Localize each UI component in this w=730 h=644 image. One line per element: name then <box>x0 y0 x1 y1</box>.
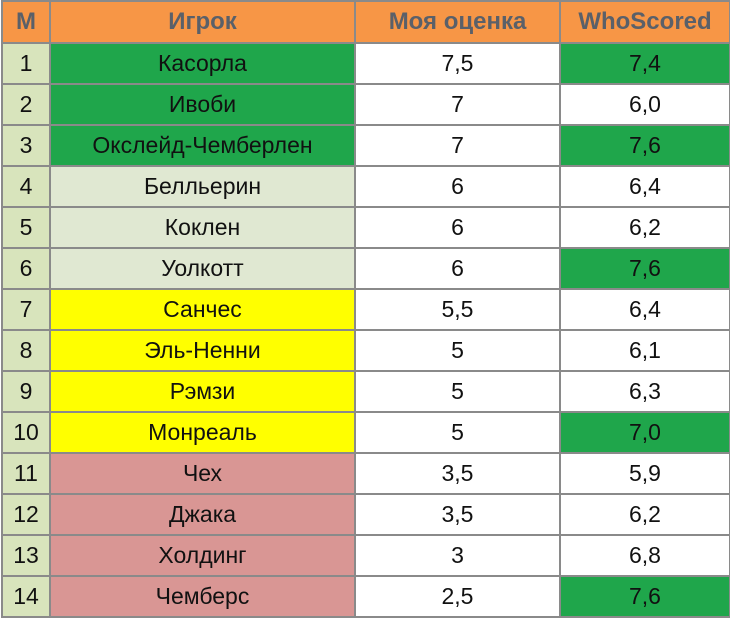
player-name-cell[interactable]: Санчес <box>49 288 356 331</box>
table-body: 1 Касорла 7,5 7,4 2 Ивоби 7 6,0 3 Окслейд-Чемберл… <box>1 42 730 618</box>
header-my-rating[interactable]: Моя оценка <box>354 0 561 44</box>
whoscored-rating-cell[interactable]: 6,1 <box>559 329 730 372</box>
my-rating-cell[interactable]: 3 <box>354 534 561 577</box>
table-row: 12 Джака 3,5 6,2 <box>1 493 730 536</box>
row-number-cell[interactable]: 10 <box>1 411 51 454</box>
player-name-cell[interactable]: Эль-Ненни <box>49 329 356 372</box>
whoscored-rating-cell[interactable]: 7,0 <box>559 411 730 454</box>
player-name-cell[interactable]: Белльерин <box>49 165 356 208</box>
row-number-cell[interactable]: 14 <box>1 575 51 618</box>
table-row: 6 Уолкотт 6 7,6 <box>1 247 730 290</box>
table-row: 8 Эль-Ненни 5 6,1 <box>1 329 730 372</box>
whoscored-rating-cell[interactable]: 6,8 <box>559 534 730 577</box>
my-rating-cell[interactable]: 3,5 <box>354 452 561 495</box>
my-rating-cell[interactable]: 5,5 <box>354 288 561 331</box>
whoscored-rating-cell[interactable]: 5,9 <box>559 452 730 495</box>
ratings-table: М Игрок Моя оценка WhoScored 1 Касорла 7,5… <box>1 0 730 618</box>
row-number-cell[interactable]: 2 <box>1 83 51 126</box>
table-row: 4 Белльерин 6 6,4 <box>1 165 730 208</box>
table-row: 3 Окслейд-Чемберлен 7 7,6 <box>1 124 730 167</box>
my-rating-cell[interactable]: 7 <box>354 83 561 126</box>
row-number-cell[interactable]: 11 <box>1 452 51 495</box>
whoscored-rating-cell[interactable]: 6,2 <box>559 493 730 536</box>
player-name-cell[interactable]: Окслейд-Чемберлен <box>49 124 356 167</box>
table-row: 1 Касорла 7,5 7,4 <box>1 42 730 85</box>
player-name-cell[interactable]: Рэмзи <box>49 370 356 413</box>
player-name-cell[interactable]: Ивоби <box>49 83 356 126</box>
player-name-cell[interactable]: Коклен <box>49 206 356 249</box>
whoscored-rating-cell[interactable]: 6,3 <box>559 370 730 413</box>
whoscored-rating-cell[interactable]: 7,4 <box>559 42 730 85</box>
my-rating-cell[interactable]: 7 <box>354 124 561 167</box>
my-rating-cell[interactable]: 3,5 <box>354 493 561 536</box>
player-name-cell[interactable]: Холдинг <box>49 534 356 577</box>
row-number-cell[interactable]: 8 <box>1 329 51 372</box>
row-number-cell[interactable]: 13 <box>1 534 51 577</box>
player-name-cell[interactable]: Уолкотт <box>49 247 356 290</box>
player-name-cell[interactable]: Чемберс <box>49 575 356 618</box>
table-header: М Игрок Моя оценка WhoScored <box>1 0 730 44</box>
row-number-cell[interactable]: 4 <box>1 165 51 208</box>
whoscored-rating-cell[interactable]: 6,0 <box>559 83 730 126</box>
row-number-cell[interactable]: 3 <box>1 124 51 167</box>
player-name-cell[interactable]: Джака <box>49 493 356 536</box>
header-row: М Игрок Моя оценка WhoScored <box>1 0 730 44</box>
row-number-cell[interactable]: 9 <box>1 370 51 413</box>
table-row: 2 Ивоби 7 6,0 <box>1 83 730 126</box>
my-rating-cell[interactable]: 6 <box>354 247 561 290</box>
player-name-cell[interactable]: Монреаль <box>49 411 356 454</box>
my-rating-cell[interactable]: 5 <box>354 370 561 413</box>
table-row: 10 Монреаль 5 7,0 <box>1 411 730 454</box>
my-rating-cell[interactable]: 7,5 <box>354 42 561 85</box>
table-row: 11 Чех 3,5 5,9 <box>1 452 730 495</box>
whoscored-rating-cell[interactable]: 6,4 <box>559 288 730 331</box>
my-rating-cell[interactable]: 6 <box>354 206 561 249</box>
row-number-cell[interactable]: 1 <box>1 42 51 85</box>
my-rating-cell[interactable]: 5 <box>354 411 561 454</box>
player-name-cell[interactable]: Чех <box>49 452 356 495</box>
whoscored-rating-cell[interactable]: 7,6 <box>559 247 730 290</box>
table-row: 5 Коклен 6 6,2 <box>1 206 730 249</box>
whoscored-rating-cell[interactable]: 7,6 <box>559 575 730 618</box>
header-player[interactable]: Игрок <box>49 0 356 44</box>
player-name-cell[interactable]: Касорла <box>49 42 356 85</box>
whoscored-rating-cell[interactable]: 6,2 <box>559 206 730 249</box>
row-number-cell[interactable]: 12 <box>1 493 51 536</box>
table-row: 13 Холдинг 3 6,8 <box>1 534 730 577</box>
whoscored-rating-cell[interactable]: 6,4 <box>559 165 730 208</box>
my-rating-cell[interactable]: 6 <box>354 165 561 208</box>
row-number-cell[interactable]: 7 <box>1 288 51 331</box>
whoscored-rating-cell[interactable]: 7,6 <box>559 124 730 167</box>
table-row: 7 Санчес 5,5 6,4 <box>1 288 730 331</box>
table-row: 14 Чемберс 2,5 7,6 <box>1 575 730 618</box>
row-number-cell[interactable]: 5 <box>1 206 51 249</box>
my-rating-cell[interactable]: 5 <box>354 329 561 372</box>
header-whoscored[interactable]: WhoScored <box>559 0 730 44</box>
table-row: 9 Рэмзи 5 6,3 <box>1 370 730 413</box>
header-num[interactable]: М <box>1 0 51 44</box>
my-rating-cell[interactable]: 2,5 <box>354 575 561 618</box>
row-number-cell[interactable]: 6 <box>1 247 51 290</box>
